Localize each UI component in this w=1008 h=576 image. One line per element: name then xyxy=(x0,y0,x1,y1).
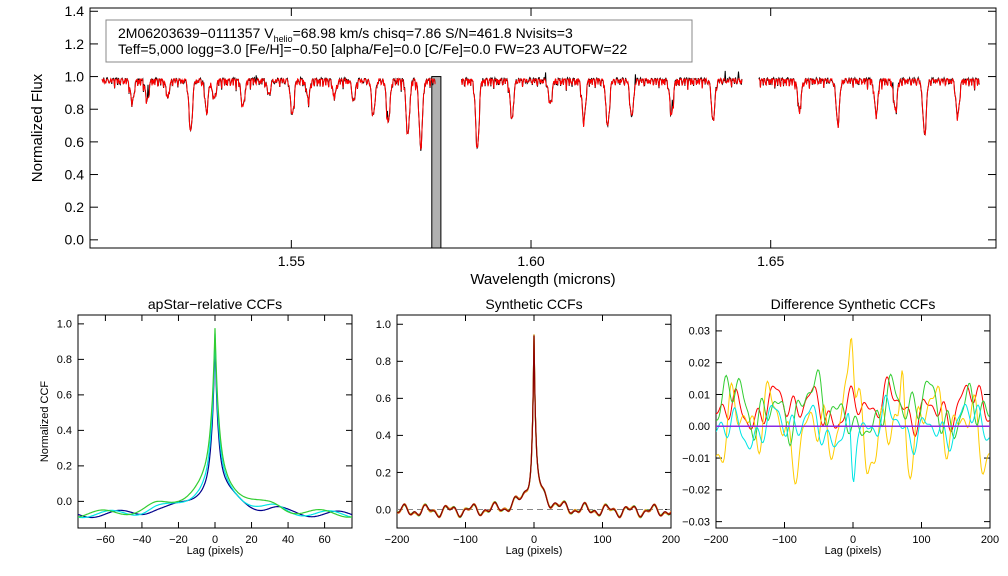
difference-ccf-series-3 xyxy=(716,369,990,447)
x-tick-label: −200 xyxy=(704,534,729,546)
model-spectrum-chip-2 xyxy=(461,77,743,149)
x-axis-label: Lag (pixels) xyxy=(187,545,244,557)
y-tick-label: 0.2 xyxy=(57,461,72,473)
x-tick-label: −60 xyxy=(96,534,115,546)
y-tick-label: −0.01 xyxy=(682,453,710,465)
ccf-series-1 xyxy=(78,338,352,519)
y-tick-label: −0.02 xyxy=(682,485,710,497)
y-tick-label: 0.03 xyxy=(689,326,710,338)
y-tick-label: 0.4 xyxy=(376,430,391,442)
y-tick-label: 0.4 xyxy=(65,166,85,182)
difference-ccf-panel: −200 −100 0 100 200 −0.03 −0.02 −0.01 0.00 0.01 0.… xyxy=(682,296,999,557)
y-tick-label: 0.6 xyxy=(65,134,85,150)
model-spectrum-chip-1 xyxy=(101,77,436,150)
y-axis-label: Normalized CCF xyxy=(39,381,51,463)
panel-title: apStar−relative CCFs xyxy=(148,296,282,312)
y-tick-label: 0.0 xyxy=(376,504,391,516)
x-tick-label: −100 xyxy=(772,534,797,546)
x-tick-label: 0 xyxy=(212,534,218,546)
x-axis-label: Lag (pixels) xyxy=(825,545,882,557)
bad-pixel-region xyxy=(431,76,442,249)
y-tick-label: 0.2 xyxy=(376,467,391,479)
y-tick-label: 1.0 xyxy=(376,319,391,331)
model-spectrum-chip-3 xyxy=(758,77,980,137)
apstar-ccf-panel: −60 −40 −20 0 20 40 60 0.0 0.2 0.4 0.6 0.8 1.0 apStar… xyxy=(39,296,353,557)
y-tick-label: 0.8 xyxy=(376,356,391,368)
info-line-1: 2M06203639−0111357 Vhelio=68.98 km/s chi… xyxy=(118,25,573,44)
x-tick-label: 0 xyxy=(531,534,537,546)
observed-spectrum-chip-3 xyxy=(758,75,980,136)
ccf-series-3 xyxy=(78,328,352,518)
info-star-velocity-rest: =68.98 km/s chisq=7.86 S/N=461.8 Nvisits… xyxy=(293,25,573,41)
y-tick-label: 0.0 xyxy=(57,496,72,508)
x-tick-label: 0 xyxy=(850,534,856,546)
synthetic-ccf-panel: −200 −100 0 100 200 0.0 0.2 0.4 0.6 0.8 1.0 Synthet… xyxy=(376,296,680,557)
ccf-curves xyxy=(78,328,352,519)
x-tick-label: 20 xyxy=(245,534,257,546)
y-tick-label: 0.02 xyxy=(689,358,710,370)
info-helio-subscript: helio xyxy=(274,34,293,44)
x-tick-label: 60 xyxy=(318,534,330,546)
y-tick-label: 1.0 xyxy=(57,319,72,331)
x-axis-label: Lag (pixels) xyxy=(506,545,563,557)
y-tick-label: 1.4 xyxy=(65,3,85,19)
x-tick-label: 1.60 xyxy=(517,253,544,269)
y-tick-label: 0.6 xyxy=(376,393,391,405)
y-tick-label: 0.6 xyxy=(57,390,72,402)
x-tick-label: −100 xyxy=(453,534,478,546)
x-tick-label: 100 xyxy=(912,534,930,546)
x-axis-label: Wavelength (microns) xyxy=(470,271,615,288)
y-tick-label: 1.2 xyxy=(65,36,85,52)
y-tick-label: 0.00 xyxy=(689,421,710,433)
y-tick-label: 0.8 xyxy=(65,101,85,117)
panel-title: Synthetic CCFs xyxy=(485,296,582,312)
info-star-velocity-prefix: 2M06203639−0111357 V xyxy=(118,25,274,41)
y-axis-label: Normalized Flux xyxy=(29,73,46,182)
x-tick-label: 1.65 xyxy=(757,253,784,269)
y-tick-label: 1.0 xyxy=(65,68,85,84)
x-tick-label: −200 xyxy=(385,534,410,546)
synthetic-ccf-curves xyxy=(397,334,671,519)
x-tick-label: 200 xyxy=(981,534,999,546)
spectrum-panel: 1.55 1.60 1.65 0.0 0.2 0.4 0.6 0.8 1.0 1.2 1.4 Wave… xyxy=(29,3,997,288)
plot-frame xyxy=(89,7,997,249)
x-tick-label: 100 xyxy=(593,534,611,546)
info-line-2: Teff=5,000 logg=3.0 [Fe/H]=−0.50 [alpha/… xyxy=(118,41,627,57)
x-tick-label: 40 xyxy=(282,534,294,546)
difference-ccf-series-4 xyxy=(716,394,990,483)
synthetic-ccf-series-4 xyxy=(397,335,671,518)
y-tick-label: 0.0 xyxy=(65,232,85,248)
info-box: 2M06203639−0111357 Vhelio=68.98 km/s chi… xyxy=(105,19,693,63)
y-tick-label: 0.8 xyxy=(57,354,72,366)
y-tick-label: 0.2 xyxy=(65,199,85,215)
x-tick-label: 1.55 xyxy=(278,253,305,269)
difference-ccf-curves xyxy=(716,337,990,485)
x-tick-label: −40 xyxy=(133,534,152,546)
y-tick-label: −0.03 xyxy=(682,516,710,528)
y-tick-label: 0.4 xyxy=(57,425,72,437)
y-tick-label: 0.01 xyxy=(689,389,710,401)
panel-title: Difference Synthetic CCFs xyxy=(771,296,936,312)
x-tick-label: −20 xyxy=(169,534,188,546)
difference-ccf-series-1 xyxy=(716,376,990,438)
x-tick-label: 200 xyxy=(662,534,680,546)
